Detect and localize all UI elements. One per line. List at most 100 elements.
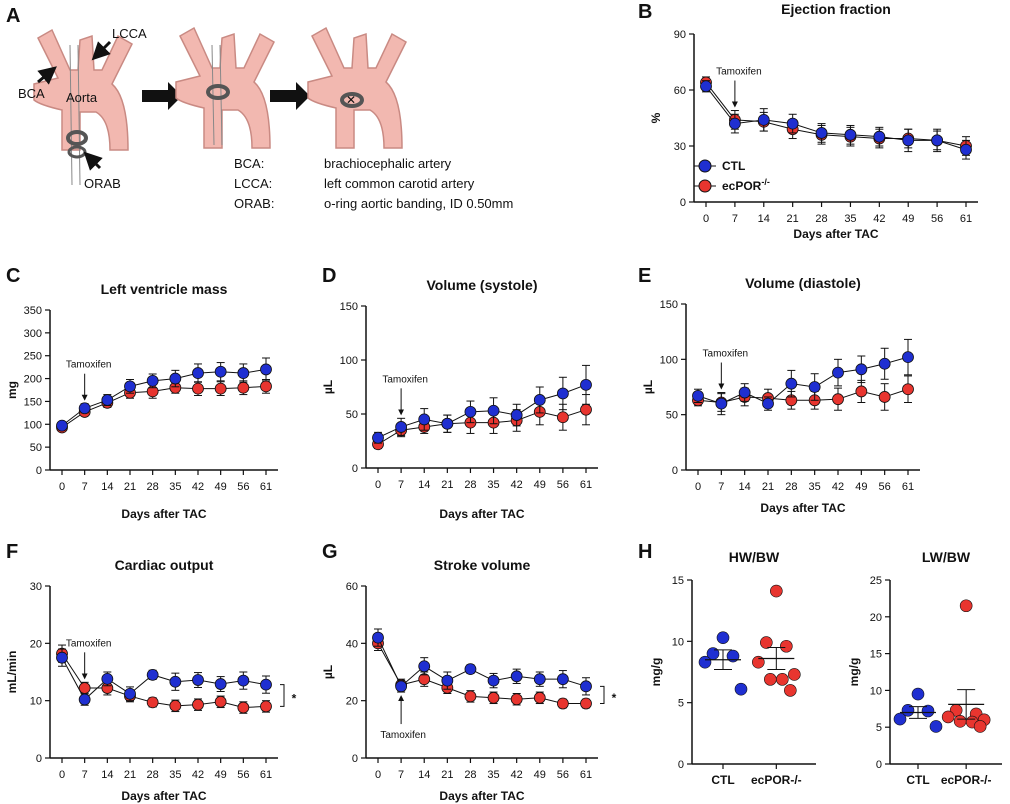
data-point-35 (169, 699, 182, 712)
x-axis-label: Days after TAC (121, 507, 206, 521)
series-ecpor (372, 635, 592, 710)
data-point-35 (169, 372, 182, 385)
data-point-14 (101, 394, 114, 406)
panel-letter-g: G (322, 541, 338, 563)
abbreviation-list: BCA: brachiocephalic artery LCCA: left c… (234, 156, 513, 211)
series-ecpor (372, 394, 592, 451)
x-tick-label: 21 (441, 479, 453, 491)
group-ctl: CTL (893, 687, 943, 787)
series-ctl (692, 338, 914, 416)
data-point-21 (124, 380, 136, 393)
data-point (788, 668, 801, 681)
data-point-14 (738, 386, 751, 399)
chart-stroke-volume: Stroke volume 0 20 40 60 0 7 14 21 28 35 42 49 56 61 µL… (321, 557, 617, 803)
x-tick-label: 49 (215, 481, 227, 493)
x-category-label: CTL (711, 773, 734, 787)
panel-letter-e: E (638, 265, 651, 287)
series-ctl (372, 628, 592, 696)
data-point-35 (844, 128, 857, 141)
series-ctl (56, 357, 272, 432)
x-tick-label: 14 (739, 481, 751, 493)
chart-lw-bw: LW/BW 0 5 10 15 20 25 mg/g CTL ecPOR-/- (847, 549, 1002, 787)
series-ecpor (700, 76, 972, 156)
data-point-7 (728, 117, 741, 130)
x-axis-label: Days after TAC (793, 227, 878, 241)
tamoxifen-label: Tamoxifen (66, 360, 112, 371)
x-tick-label: 0 (375, 479, 381, 491)
data-point-0 (56, 651, 68, 664)
y-tick-label: 300 (24, 328, 42, 340)
chart-volume-diastole: Volume (diastole) 0 50 100 150 0 7 14 21 28 35 42 49… (641, 275, 920, 515)
x-tick-label: 7 (718, 481, 724, 493)
series-line (377, 384, 587, 439)
data-point-14 (418, 413, 431, 426)
data-point-56 (878, 357, 891, 370)
y-tick-label: 0 (352, 753, 358, 765)
x-tick-label: 42 (873, 213, 885, 225)
data-point-35 (169, 675, 182, 688)
y-tick-label: 40 (346, 638, 358, 650)
x-tick-label: 61 (260, 481, 272, 493)
x-tick-label: 28 (464, 479, 476, 491)
data-point-28 (464, 405, 477, 418)
chart-title: Left ventricle mass (101, 281, 228, 297)
series-ctl (700, 80, 972, 160)
x-tick-label: 14 (418, 769, 430, 781)
x-tick-label: 14 (418, 479, 430, 491)
data-point-42 (873, 130, 886, 143)
y-tick-label: 10 (672, 636, 684, 648)
data-point-28 (146, 668, 159, 681)
y-axis-label: mL/min (5, 651, 19, 694)
data-point-21 (441, 417, 454, 430)
data-point-0 (372, 631, 384, 644)
significance-bracket (600, 685, 605, 705)
group-ecpor: ecPOR-/- (751, 584, 802, 787)
x-tick-label: 14 (101, 769, 113, 781)
x-tick-label: 42 (511, 769, 523, 781)
data-point-61 (260, 363, 272, 376)
legend: CTL ecPOR-/- (694, 159, 770, 193)
aorta-diagram-3: ✕ (307, 26, 407, 149)
data-point-21 (762, 397, 774, 410)
data-point-56 (556, 673, 569, 686)
legend-label-ecpor: ecPOR-/- (722, 177, 770, 193)
panel-letter-d: D (322, 265, 336, 287)
data-point-7 (78, 402, 91, 415)
data-point (726, 649, 740, 663)
y-tick-label: 20 (870, 612, 882, 624)
data-point-7 (395, 680, 408, 693)
data-point-14 (418, 660, 431, 673)
series-line (697, 388, 909, 403)
data-point-42 (192, 698, 204, 711)
data-point-49 (214, 678, 227, 690)
x-tick-label: 21 (124, 769, 136, 781)
y-tick-label: 50 (30, 442, 42, 454)
data-point-14 (757, 113, 770, 126)
abbr-value-orab: o-ring aortic banding, ID 0.50mm (324, 196, 513, 211)
data-point-61 (260, 678, 272, 691)
data-point (973, 720, 987, 733)
x-tick-label: 49 (534, 479, 546, 491)
data-point-56 (878, 391, 891, 403)
y-tick-label: 0 (672, 465, 678, 477)
data-point-61 (580, 680, 592, 693)
y-tick-label: 10 (870, 685, 882, 697)
data-point-56 (237, 367, 250, 379)
data-point-49 (533, 673, 546, 686)
chart-cardiac-output: Cardiac output 0 10 20 30 0 7 14 21 28 35 42 49 56 61 m… (5, 557, 297, 803)
chart-hw-bw: HW/BW 0 5 10 15 mg/g CTL ecPOR-/- (649, 549, 816, 787)
data-point (959, 599, 973, 613)
data-point-56 (556, 411, 569, 424)
svg-text:✕: ✕ (346, 93, 356, 107)
data-point-49 (533, 394, 546, 406)
x-tick-label: 35 (487, 479, 499, 491)
abbr-value-bca: brachiocephalic artery (324, 156, 452, 171)
chart-left-ventricle-mass: Left ventricle mass050100150200250300350… (5, 281, 278, 521)
y-tick-label: 100 (660, 354, 678, 366)
chart-title: Volume (diastole) (745, 275, 861, 291)
data-point-56 (237, 701, 250, 714)
series-line (705, 85, 967, 151)
x-tick-label: 61 (580, 479, 592, 491)
x-tick-label: 7 (82, 769, 88, 781)
